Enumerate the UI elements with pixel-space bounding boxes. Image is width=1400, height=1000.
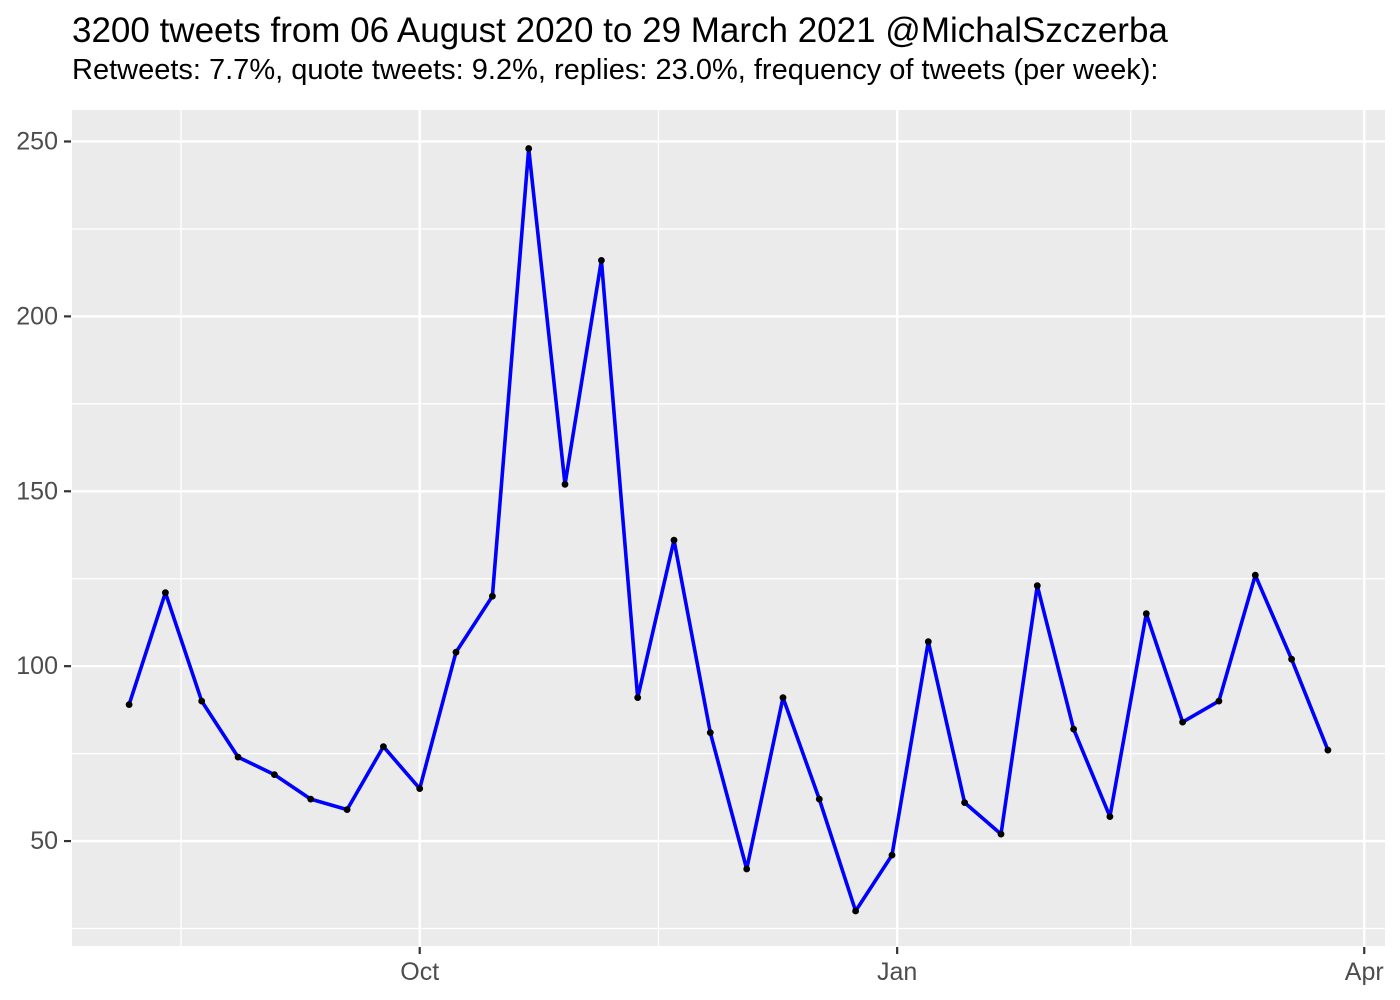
- data-point: [1033, 582, 1041, 590]
- series-line-tweets-per-week: [127, 146, 1330, 913]
- x-tick-label: Apr: [1345, 958, 1384, 986]
- data-point: [706, 729, 714, 736]
- data-point: [670, 536, 678, 544]
- data-point: [1106, 813, 1114, 820]
- data-point: [815, 795, 823, 803]
- y-tick-label: 200: [16, 302, 58, 330]
- data-point: [997, 830, 1005, 838]
- data-point: [779, 694, 787, 701]
- chart-subtitle: Retweets: 7.7%, quote tweets: 9.2%, repl…: [72, 54, 1159, 86]
- data-point: [961, 799, 968, 806]
- data-point: [380, 743, 387, 750]
- y-tick-label: 100: [16, 652, 58, 680]
- data-point: [416, 785, 424, 792]
- data-point: [271, 771, 278, 778]
- y-tick-label: 250: [16, 127, 58, 155]
- plot-panel: [72, 110, 1385, 946]
- data-point: [561, 480, 569, 488]
- data-point: [888, 851, 896, 859]
- y-tick-label: 50: [30, 827, 58, 855]
- data-point: [598, 257, 605, 264]
- data-point: [1179, 718, 1186, 726]
- data-point: [743, 865, 751, 873]
- data-point: [1251, 571, 1259, 579]
- data-point: [1070, 725, 1077, 733]
- x-tick-label: Jan: [877, 958, 917, 986]
- data-point: [162, 589, 169, 597]
- data-point: [1324, 746, 1332, 754]
- data-point: [307, 795, 315, 803]
- y-tick-label: 150: [16, 477, 58, 505]
- data-point: [452, 648, 460, 656]
- data-point: [489, 592, 496, 600]
- data-point: [1215, 697, 1223, 705]
- chart-title: 3200 tweets from 06 August 2020 to 29 Ma…: [72, 11, 1168, 50]
- data-point: [1288, 655, 1295, 663]
- data-point: [1142, 610, 1150, 618]
- data-point: [343, 806, 351, 813]
- data-point: [525, 145, 533, 152]
- data-point: [924, 638, 932, 646]
- data-point: [198, 697, 206, 705]
- x-tick-label: Oct: [400, 958, 439, 986]
- data-point: [634, 694, 642, 701]
- data-point: [234, 753, 242, 761]
- data-point: [852, 907, 859, 915]
- data-point: [125, 701, 133, 708]
